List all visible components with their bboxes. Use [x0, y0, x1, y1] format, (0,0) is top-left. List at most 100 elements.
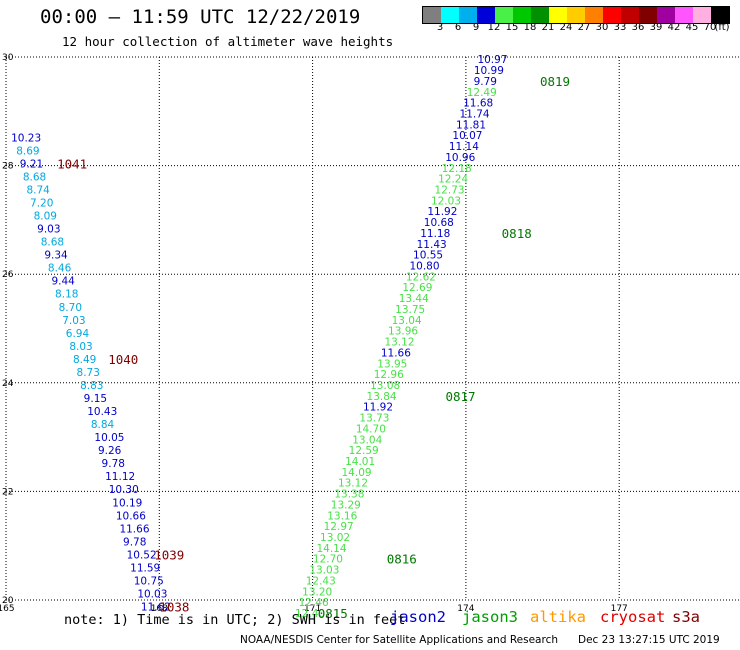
- swh-value-label: 12.96: [374, 369, 404, 381]
- legend-label: 45: [685, 22, 699, 33]
- swh-value-label: 11.18: [420, 228, 450, 240]
- legend-swatch: [693, 7, 711, 23]
- legend-swatch: [477, 7, 495, 23]
- x-tick-label: 168: [151, 604, 168, 614]
- y-tick-label: 20: [2, 596, 14, 606]
- swh-value-label: 10.19: [112, 497, 142, 509]
- swh-value-label: 10.03: [137, 588, 167, 600]
- swh-value-label: 12.03: [431, 195, 461, 207]
- swh-value-label: 7.20: [30, 198, 53, 210]
- swh-value-label: 12.69: [402, 282, 432, 294]
- swh-value-label: 13.29: [331, 499, 361, 511]
- legend-label: 15: [505, 22, 519, 33]
- swh-value-label: 9.15: [84, 393, 107, 405]
- chart-title: 00:00 — 11:59 UTC 12/22/2019: [40, 6, 361, 28]
- legend-swatch: [459, 7, 477, 23]
- generated-timestamp: Dec 23 13:27:15 UTC 2019: [578, 634, 720, 646]
- swh-value-label: 9.21: [20, 158, 43, 170]
- swh-value-label: 13.04: [352, 434, 382, 446]
- swh-value-label: 11.74: [460, 108, 490, 120]
- swh-value-label: 13.73: [359, 413, 389, 425]
- swh-value-label: 14.70: [356, 423, 386, 435]
- x-tick-label: 171: [304, 604, 321, 614]
- swh-value-label: 8.84: [91, 419, 115, 431]
- legend-swatch: [567, 7, 585, 23]
- swh-value-label: 11.12: [105, 471, 135, 483]
- y-tick-label: 24: [2, 379, 14, 389]
- swh-value-label: 11.59: [130, 562, 160, 574]
- legend-label: 70: [703, 22, 717, 33]
- swh-value-label: 14.09: [342, 467, 372, 479]
- swh-value-label: 12.97: [324, 521, 354, 533]
- legend-label: 39: [649, 22, 663, 33]
- swh-value-label: 12.70: [313, 554, 343, 566]
- swh-value-label: 11.43: [417, 239, 447, 251]
- pass-time-label: 0818: [502, 226, 532, 241]
- swh-value-label: 8.83: [80, 380, 103, 392]
- swh-value-label: 10.97: [477, 54, 507, 66]
- swh-value-label: 13.04: [392, 315, 422, 327]
- swh-value-label: 12.18: [442, 163, 472, 175]
- pass-time-label: 0819: [540, 74, 570, 89]
- legend-swatch: [675, 7, 693, 23]
- swh-value-label: 12.24: [438, 174, 468, 186]
- legend-label: 27: [577, 22, 591, 33]
- swh-value-label: 8.74: [26, 184, 50, 196]
- swh-value-label: 13.03: [309, 565, 339, 577]
- legend-label: 33: [613, 22, 627, 33]
- swh-value-label: 13.16: [327, 510, 357, 522]
- pass-time-label: 1038: [159, 600, 189, 615]
- swh-value-label: 12.62: [406, 271, 436, 283]
- pass-time-label: 0815: [318, 606, 348, 621]
- legend-swatch: [549, 7, 567, 23]
- swh-value-label: 9.26: [98, 445, 122, 457]
- swh-value-label: 10.43: [87, 406, 117, 418]
- footer-note: note: 1) Time is in UTC; 2) SWH is in fe…: [64, 612, 406, 628]
- swh-value-label: 13.84: [367, 391, 397, 403]
- legend-swatch: [621, 7, 639, 23]
- legend-swatch: [585, 7, 603, 23]
- swh-value-label: 10.55: [413, 250, 443, 262]
- swh-value-label: 10.05: [94, 432, 124, 444]
- legend-swatch: [639, 7, 657, 23]
- swh-value-label: 9.44: [51, 276, 75, 288]
- y-tick-label: 28: [2, 162, 14, 172]
- legend-label: 30: [595, 22, 609, 33]
- swh-value-label: 8.49: [73, 354, 96, 366]
- swh-value-label: 10.07: [452, 130, 482, 142]
- swh-value-label: 11.81: [456, 119, 486, 131]
- legend-label: 12: [487, 22, 501, 33]
- swh-value-label: 10.68: [424, 217, 454, 229]
- legend-label: 9: [472, 22, 480, 33]
- legend-swatch: [603, 7, 621, 23]
- pass-time-label: 1039: [154, 547, 184, 562]
- legend-label: 24: [559, 22, 573, 33]
- swh-value-label: 8.18: [55, 289, 78, 301]
- swh-value-label: 11.14: [449, 141, 479, 153]
- x-tick-label: 174: [457, 604, 474, 614]
- swh-value-label: 13.20: [302, 586, 332, 598]
- legend-label: (ft): [714, 22, 730, 33]
- swh-value-label: 13.95: [377, 358, 407, 370]
- swh-value-label: 8.73: [77, 367, 100, 379]
- satellite-altika-label: altika: [530, 608, 586, 626]
- legend-label: 21: [541, 22, 555, 33]
- legend-label: 6: [454, 22, 462, 33]
- swh-value-label: 11.66: [119, 523, 149, 535]
- swh-value-label: 6.94: [66, 328, 90, 340]
- swh-value-label: 11.68: [463, 98, 493, 110]
- y-tick-label: 26: [2, 270, 14, 280]
- color-scale-legend: [422, 6, 730, 24]
- swh-value-label: 8.69: [16, 145, 39, 157]
- swh-value-label: 10.66: [116, 510, 146, 522]
- swh-value-label: 12.43: [306, 575, 336, 587]
- satellite-jason2-label: jason2: [390, 608, 446, 626]
- swh-value-label: 9.79: [474, 76, 497, 88]
- swh-value-label: 12.49: [467, 87, 497, 99]
- pass-time-label: 0817: [445, 389, 475, 404]
- legend-swatch: [513, 7, 531, 23]
- swh-value-label: 8.68: [23, 171, 46, 183]
- swh-value-label: 14.14: [316, 543, 346, 555]
- pass-time-label: 1041: [57, 156, 87, 171]
